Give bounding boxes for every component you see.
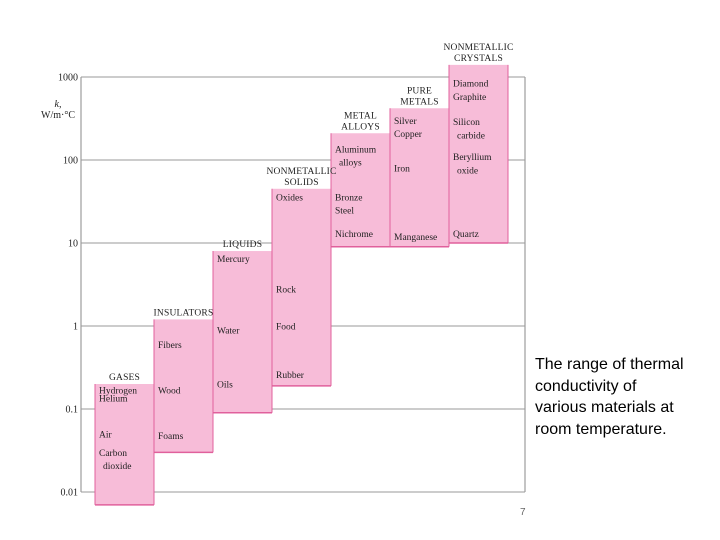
material-label: Water: [217, 326, 240, 336]
material-label: Manganese: [394, 233, 437, 243]
category-bar: [272, 188, 331, 386]
category-label: LIQUIDS: [223, 240, 262, 250]
material-label: Carbon: [99, 449, 127, 459]
category-bar: [449, 64, 508, 244]
material-label: Rock: [276, 285, 296, 295]
material-label: dioxide: [103, 462, 132, 472]
material-label: Silver: [394, 117, 418, 127]
category-label: NONMETALLIC: [443, 43, 513, 53]
material-label: Bronze: [335, 193, 362, 203]
material-label: Hydrogen: [99, 386, 137, 396]
material-label: carbide: [457, 132, 485, 142]
material-label: Air: [99, 430, 113, 440]
material-label: oxide: [457, 166, 478, 176]
material-label: Food: [276, 323, 296, 333]
material-label: Fibers: [158, 341, 182, 351]
category-label: METAL: [344, 111, 377, 121]
material-label: Oxides: [276, 193, 303, 203]
category-label: CRYSTALS: [454, 54, 503, 64]
page-number: 7: [520, 507, 526, 518]
material-label: Rubber: [276, 371, 305, 381]
material-label: Mercury: [217, 255, 250, 265]
material-label: Nichrome: [335, 230, 373, 240]
category-label: SOLIDS: [284, 178, 318, 188]
category-bar: [331, 133, 390, 247]
material-label: Steel: [335, 206, 354, 216]
category-label: NONMETALLIC: [266, 167, 336, 177]
material-label: alloys: [339, 158, 362, 168]
y-tick-label: 0.1: [66, 405, 79, 416]
y-tick-label: 100: [63, 156, 78, 167]
category-bar: [213, 251, 272, 413]
material-label: Copper: [394, 130, 423, 140]
chart-bars: [94, 64, 509, 506]
category-bar: [95, 384, 154, 505]
material-label: Iron: [394, 165, 410, 175]
category-bar: [390, 108, 449, 247]
material-label: Beryllium: [453, 153, 492, 163]
category-bar: [154, 319, 213, 453]
material-label: Foams: [158, 432, 184, 442]
material-label: Quartz: [453, 230, 479, 240]
category-label: ALLOYS: [341, 122, 380, 132]
material-label: Oils: [217, 381, 233, 391]
figure-caption: The range of thermal conductivity of var…: [535, 356, 684, 438]
category-label: PURE: [407, 86, 432, 96]
material-label: Aluminum: [335, 146, 377, 156]
category-label: METALS: [400, 97, 438, 107]
material-label: Graphite: [453, 93, 486, 103]
material-label: Diamond: [453, 79, 489, 89]
category-label: INSULATORS: [154, 308, 214, 318]
y-tick-label: 1000: [58, 73, 78, 84]
y-tick-label: 0.01: [61, 488, 79, 499]
y-tick-label: 1: [73, 322, 78, 333]
y-tick-label: 10: [68, 239, 78, 250]
material-label: Wood: [158, 386, 181, 396]
category-label: GASES: [109, 373, 140, 383]
y-axis-label: W/m·°C: [41, 110, 75, 121]
material-label: Silicon: [453, 118, 480, 128]
material-label: Helium: [99, 395, 128, 405]
y-axis-label: k,: [55, 99, 62, 110]
